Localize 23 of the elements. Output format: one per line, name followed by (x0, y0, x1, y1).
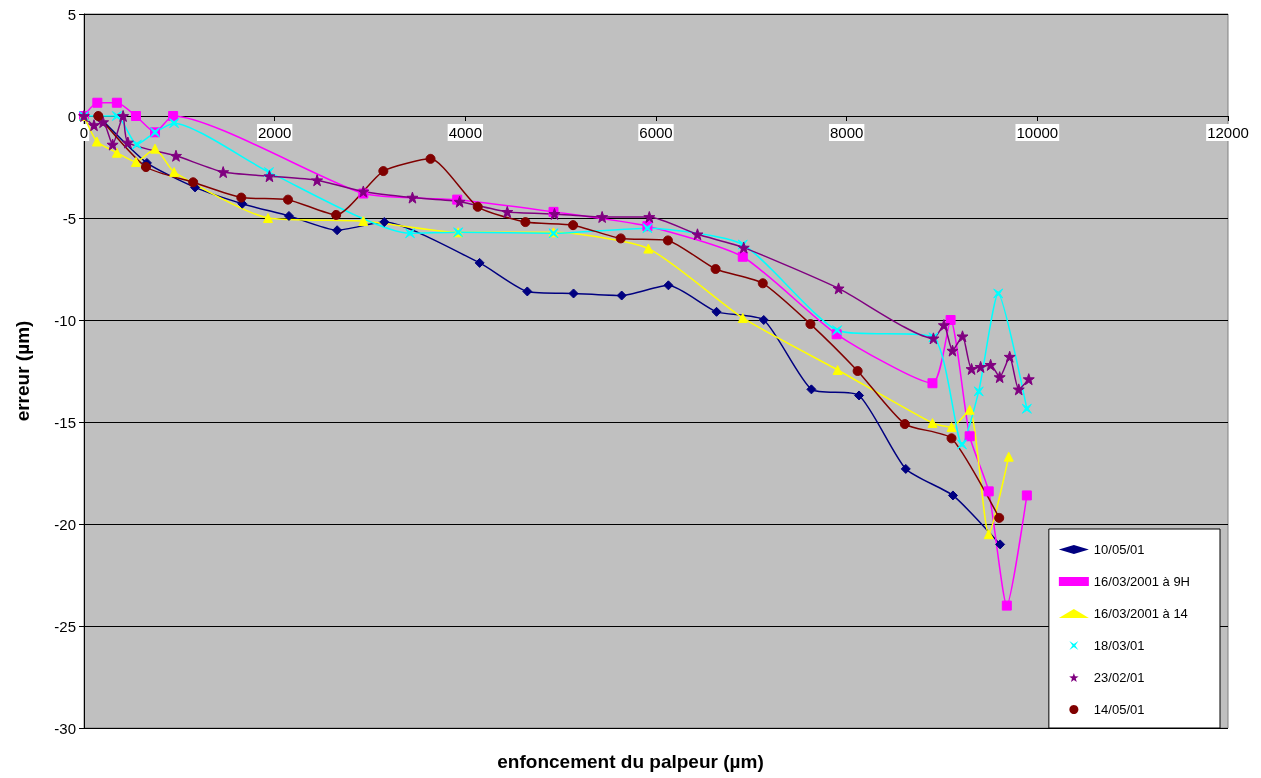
x-tick-label: 10000 (1016, 124, 1059, 141)
x-tick-label: 8000 (829, 124, 864, 141)
y-tick-label: -10 (54, 311, 76, 329)
x-axis-title: enfoncement du palpeur (µm) (497, 751, 764, 772)
legend-label: 18/03/01 (1093, 638, 1145, 653)
y-tick-label: -20 (54, 515, 76, 533)
x-tick-label: 4000 (448, 124, 483, 141)
x-tick-label: 2000 (257, 124, 292, 141)
y-tick-label: -25 (54, 617, 76, 635)
y-tick-label: 5 (67, 5, 76, 23)
x-tick-label: 6000 (639, 124, 673, 141)
x-tick-label: 12000 (1207, 124, 1249, 141)
legend-label: 10/05/01 (1093, 542, 1145, 557)
legend-label: 16/03/2001 à 14 (1093, 606, 1188, 621)
x-tick-label: 0 (79, 124, 89, 141)
legend-label: 14/05/01 (1093, 702, 1145, 717)
legend-label: 16/03/2001 à 9H (1093, 574, 1191, 589)
y-tick-label: -15 (54, 413, 76, 431)
y-tick-label: -5 (62, 209, 76, 227)
y-tick-label: 0 (67, 107, 76, 125)
y-tick-label: -30 (54, 719, 76, 737)
legend-label: 23/02/01 (1093, 670, 1145, 685)
y-axis-title: erreur (µm) (12, 320, 33, 422)
